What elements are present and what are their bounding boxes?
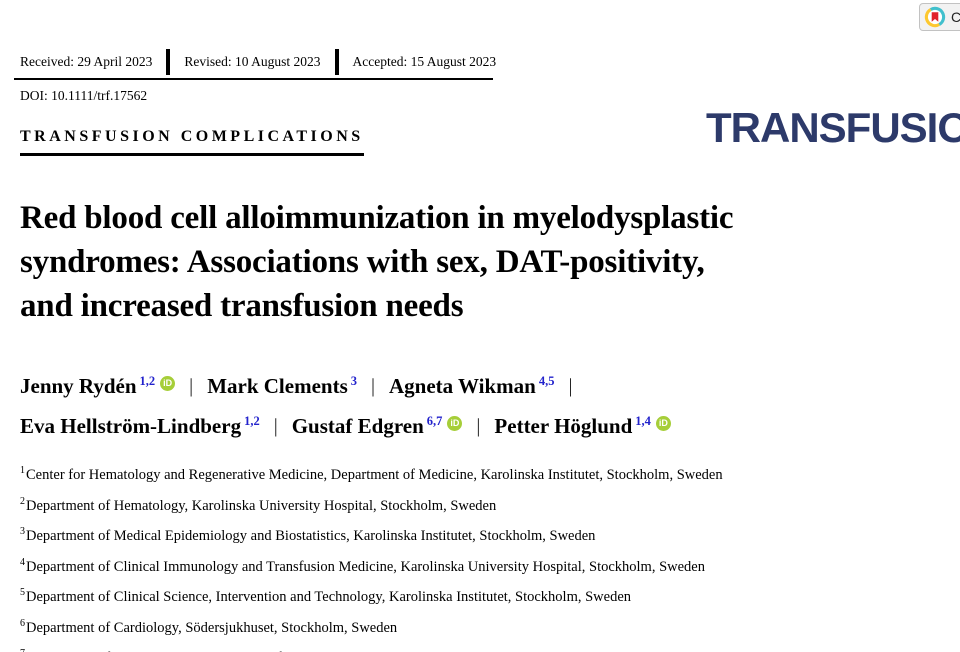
affiliation: 1Center for Hematology and Regenerative …: [20, 458, 723, 489]
received-date: Received: 29 April 2023: [20, 54, 153, 69]
dates-divider: [334, 49, 339, 75]
affiliation-number: 5: [20, 587, 25, 599]
author-separator: |: [371, 374, 376, 397]
affiliation-number: 6: [20, 617, 25, 629]
doi-text: DOI: 10.1111/trf.17562: [20, 88, 148, 103]
accepted-date: Accepted: 15 August 2023: [352, 54, 497, 69]
affiliation-number: 3: [20, 526, 25, 538]
article-title: Red blood cell alloimmunization in myelo…: [20, 196, 733, 328]
affiliation-text: Department of Medical Epidemiology and B…: [26, 527, 596, 544]
affiliation-number: 4: [20, 556, 25, 568]
author-name: Agneta Wikman: [389, 373, 536, 398]
affiliation: 4Department of Clinical Immunology and T…: [20, 550, 723, 581]
affiliation: 2Department of Hematology, Karolinska Un…: [20, 489, 723, 520]
affiliation: 7Department of Medicine, Solna, Division…: [20, 641, 723, 652]
author: Petter Höglund 1,4 iD: [494, 413, 671, 439]
orcid-icon[interactable]: iD: [447, 415, 463, 431]
affiliation-text: Department of Medicine, Solna, Division …: [26, 650, 665, 652]
author-name: Eva Hellström-Lindberg: [20, 413, 242, 438]
crossmark-icon: [924, 6, 946, 28]
affiliation-text: Department of Cardiology, Södersjukhuset…: [26, 619, 398, 636]
author-name: Jenny Rydén: [20, 373, 137, 398]
author-name: Petter Höglund: [494, 413, 633, 438]
author-line-1: Jenny Rydén 1,2 iD | Mark Clements 3 | Agne…: [20, 366, 671, 406]
author-affil-sup: 1,4: [635, 413, 651, 428]
title-line: syndromes: Associations with sex, DAT-po…: [20, 244, 705, 280]
author-separator: |: [273, 414, 278, 437]
author-affil-sup: 6,7: [426, 413, 443, 428]
dates-bar: Received: 29 April 2023 Revised: 10 Augu…: [20, 49, 496, 75]
author: Mark Clements 3: [207, 374, 357, 399]
affiliation-text: Department of Clinical Immunology and Tr…: [26, 558, 705, 575]
journal-logo: TRANSFUSION: [706, 104, 960, 151]
author-separator: |: [568, 374, 573, 397]
check-button-label: C: [951, 9, 960, 25]
author-list: Jenny Rydén 1,2 iD | Mark Clements 3 | Agne…: [20, 366, 671, 446]
affiliation: 3Department of Medical Epidemiology and …: [20, 519, 723, 550]
title-line: and increased transfusion needs: [20, 288, 464, 324]
author: Eva Hellström-Lindberg 1,2: [20, 414, 260, 439]
author: Gustaf Edgren 6,7 iD: [292, 414, 463, 439]
affiliation-number: 1: [20, 465, 25, 476]
affiliation-text: Department of Clinical Science, Interven…: [26, 588, 632, 605]
orcid-icon[interactable]: iD: [655, 415, 671, 431]
affiliation-number: 7: [20, 648, 25, 652]
author-line-2: Eva Hellström-Lindberg 1,2 | Gustaf Edgre…: [20, 406, 671, 446]
dates-rule: [14, 78, 493, 80]
revised-date: Revised: 10 August 2023: [184, 54, 321, 69]
author-separator: |: [189, 374, 194, 397]
section-header: TRANSFUSION COMPLICATIONS: [20, 128, 364, 156]
author: Jenny Rydén 1,2 iD: [20, 373, 176, 399]
affiliation-text: Department of Hematology, Karolinska Uni…: [26, 497, 497, 514]
affiliation-number: 2: [20, 495, 25, 507]
author-affil-sup: 3: [350, 373, 357, 388]
author-affil-sup: 1,2: [244, 413, 260, 428]
author: Agneta Wikman 4,5: [389, 374, 554, 399]
affiliation: 5Department of Clinical Science, Interve…: [20, 580, 723, 611]
dates-divider: [166, 49, 171, 75]
check-for-updates-button[interactable]: C: [919, 3, 960, 31]
orcid-icon[interactable]: iD: [160, 375, 176, 391]
author-name: Mark Clements: [207, 373, 348, 398]
author-affil-sup: 4,5: [538, 373, 555, 388]
affiliation: 6Department of Cardiology, Södersjukhuse…: [20, 611, 723, 642]
affiliation-text: Center for Hematology and Regenerative M…: [26, 466, 723, 483]
title-line: Red blood cell alloimmunization in myelo…: [20, 200, 734, 236]
author-separator: |: [476, 414, 481, 437]
affiliation-list: 1Center for Hematology and Regenerative …: [20, 458, 723, 652]
author-name: Gustaf Edgren: [291, 413, 424, 438]
author-affil-sup: 1,2: [139, 373, 156, 388]
